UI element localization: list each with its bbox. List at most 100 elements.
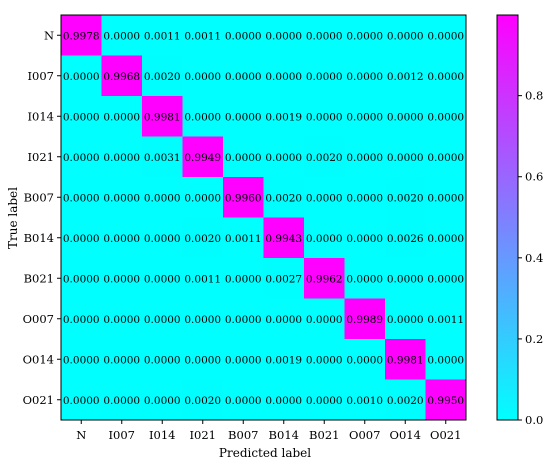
cell-value-label: 0.0000 — [265, 314, 302, 326]
heatmap-cell-6-3 — [182, 258, 224, 299]
x-tick-label: B014 — [269, 428, 299, 442]
cell-value-label: 0.0000 — [427, 111, 464, 123]
cell-value-label: 0.0000 — [63, 233, 100, 245]
cell-value-label: 0.0000 — [103, 395, 140, 407]
cell-value-label: 0.9962 — [306, 273, 343, 285]
heatmap-cell-9-7 — [344, 379, 386, 421]
cell-value-label: 0.0019 — [265, 111, 302, 123]
cell-value-label: 0.0000 — [346, 30, 383, 42]
cell-value-label: 0.0000 — [184, 354, 221, 366]
cell-value-label: 0.0000 — [225, 395, 262, 407]
cell-value-label: 0.0020 — [265, 192, 302, 204]
cell-value-label: 0.0000 — [184, 71, 221, 83]
heatmap-cell-8-8 — [385, 339, 426, 380]
x-tick-label: B021 — [309, 428, 339, 442]
heatmap-cell-3-5 — [263, 136, 305, 178]
heatmap-cell-3-6 — [304, 136, 345, 178]
heatmap-cell-1-0 — [61, 55, 102, 97]
x-tick-label: B007 — [228, 428, 258, 442]
cell-value-label: 0.0000 — [144, 273, 181, 285]
cell-value-label: 0.0000 — [427, 354, 464, 366]
x-tick-label: N — [76, 428, 86, 442]
cell-value-label: 0.0000 — [265, 71, 302, 83]
heatmap-cell-6-7 — [344, 258, 386, 299]
heatmap-cell-4-4 — [223, 177, 264, 218]
cell-value-label: 0.0000 — [306, 30, 343, 42]
cell-value-label: 0.9981 — [387, 354, 424, 366]
heatmap-cell-9-9 — [425, 379, 467, 421]
cell-value-label: 0.0000 — [346, 354, 383, 366]
heatmap-cell-8-3 — [182, 339, 224, 380]
heatmap-cell-5-6 — [304, 217, 345, 259]
heatmap-cell-4-6 — [304, 177, 345, 218]
heatmap-cell-7-9 — [425, 298, 467, 340]
heatmap-cell-9-3 — [182, 379, 224, 421]
heatmap-cell-0-7 — [344, 15, 386, 56]
heatmap-cell-6-5 — [263, 258, 305, 299]
heatmap-cell-2-5 — [263, 96, 305, 137]
heatmap-cell-0-5 — [263, 15, 305, 56]
heatmap-cell-3-7 — [344, 136, 386, 178]
cell-value-label: 0.0000 — [103, 314, 140, 326]
y-tick-label: B021 — [24, 271, 54, 285]
cell-value-label: 0.9950 — [427, 395, 464, 407]
heatmap-cell-8-5 — [263, 339, 305, 380]
heatmap-cell-7-5 — [263, 298, 305, 340]
heatmap-cell-7-0 — [61, 298, 102, 340]
cell-value-label: 0.0026 — [387, 233, 424, 245]
cell-value-label: 0.0000 — [225, 111, 262, 123]
cell-value-label: 0.0020 — [144, 71, 181, 83]
cell-value-label: 0.0000 — [346, 273, 383, 285]
heatmap-cell-9-1 — [101, 379, 143, 421]
y-tick-label: I007 — [28, 69, 55, 83]
heatmap-cell-0-8 — [385, 15, 426, 56]
heatmap-cell-0-9 — [425, 15, 467, 56]
heatmap-cell-1-6 — [304, 55, 345, 97]
colorbar-tick-label: 0.0 — [525, 413, 543, 427]
cell-value-label: 0.9960 — [225, 192, 262, 204]
heatmap-cell-2-2 — [142, 96, 183, 137]
y-tick-label: O021 — [23, 393, 54, 407]
cell-value-label: 0.0000 — [306, 192, 343, 204]
cell-value-label: 0.0000 — [184, 192, 221, 204]
cell-value-label: 0.0000 — [225, 314, 262, 326]
heatmap-cell-3-8 — [385, 136, 426, 178]
heatmap-cell-2-7 — [344, 96, 386, 137]
heatmap-cell-4-0 — [61, 177, 102, 218]
heatmap-cell-3-2 — [142, 136, 183, 178]
y-tick-label: N — [44, 28, 54, 42]
cell-value-label: 0.9943 — [265, 233, 302, 245]
cell-value-label: 0.0027 — [265, 273, 302, 285]
cell-value-label: 0.0000 — [225, 354, 262, 366]
cell-value-label: 0.0011 — [144, 30, 181, 42]
heatmap-cell-1-7 — [344, 55, 386, 97]
heatmap-cell-0-0 — [61, 15, 102, 56]
heatmap-cell-8-7 — [344, 339, 386, 380]
heatmap-cell-9-5 — [263, 379, 305, 421]
cell-value-label: 0.0011 — [225, 233, 262, 245]
cell-value-label: 0.0000 — [265, 395, 302, 407]
heatmap-cell-1-9 — [425, 55, 467, 97]
cell-value-label: 0.0000 — [103, 30, 140, 42]
cell-value-label: 0.0020 — [184, 233, 221, 245]
heatmap-cell-2-8 — [385, 96, 426, 137]
colorbar — [496, 14, 519, 421]
cell-value-label: 0.0000 — [346, 71, 383, 83]
heatmap-cell-3-4 — [223, 136, 264, 178]
heatmap-cell-9-4 — [223, 379, 264, 421]
heatmap-cell-5-0 — [61, 217, 102, 259]
cell-value-label: 0.0010 — [346, 395, 383, 407]
x-tick-label: O021 — [430, 428, 461, 442]
cell-value-label: 0.0000 — [144, 395, 181, 407]
heatmap-cell-5-9 — [425, 217, 467, 259]
cell-value-label: 0.0000 — [144, 192, 181, 204]
heatmap-cell-2-0 — [61, 96, 102, 137]
cell-value-label: 0.0000 — [427, 192, 464, 204]
y-tick-label: B014 — [24, 231, 54, 245]
cell-value-label: 0.0000 — [184, 314, 221, 326]
cell-value-label: 0.0000 — [387, 152, 424, 164]
heatmap-cell-1-5 — [263, 55, 305, 97]
y-tick-label: I021 — [28, 150, 55, 164]
heatmap-cell-6-1 — [101, 258, 143, 299]
cell-value-label: 0.0000 — [225, 152, 262, 164]
